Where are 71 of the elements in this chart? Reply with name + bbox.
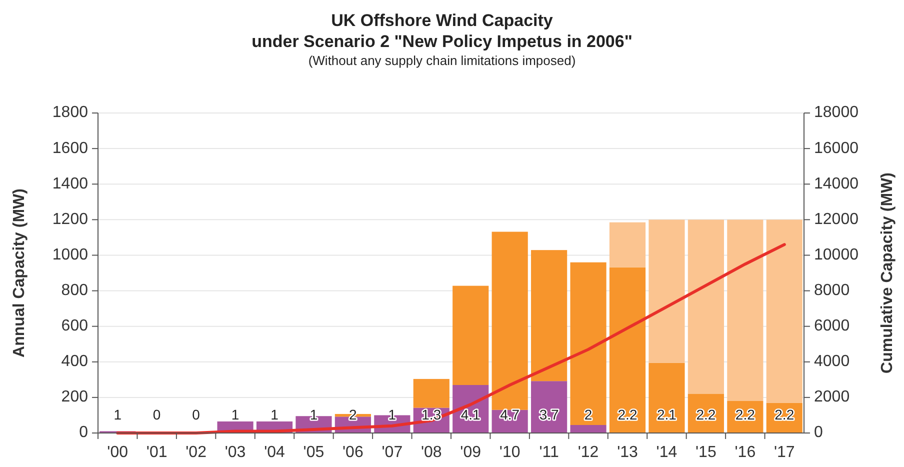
- x-tick-label: '16: [734, 444, 756, 461]
- x-tick-label: '09: [460, 444, 482, 461]
- x-tick-label: '11: [539, 444, 559, 461]
- bar: [413, 378, 450, 408]
- y-tick-label: 200: [61, 388, 88, 406]
- annotation: 0: [192, 406, 200, 423]
- chart-subtitle: (Without any supply chain limitations imposed): [308, 53, 576, 68]
- x-tick-label: '03: [224, 444, 246, 461]
- bar: [609, 222, 646, 268]
- y2-tick-label: 10000: [814, 246, 859, 264]
- bar: [609, 267, 646, 433]
- y-tick-label: 0: [79, 424, 88, 442]
- x-tick-label: '00: [107, 444, 128, 461]
- annotation: 1: [231, 406, 240, 423]
- annotation: 4.7: [500, 406, 520, 423]
- x-tick-label: '01: [146, 444, 168, 461]
- bar: [648, 362, 685, 433]
- bar: [531, 250, 568, 382]
- y-tick-label: 400: [61, 353, 88, 370]
- x-tick-label: '10: [499, 444, 520, 461]
- x-tick-label: '08: [420, 444, 442, 461]
- x-tick-label: '15: [696, 444, 716, 461]
- y2-tick-label: 16000: [814, 140, 859, 157]
- x-tick-label: '05: [303, 444, 324, 461]
- y2-tick-label: 14000: [814, 175, 859, 192]
- y-tick-label: 800: [61, 282, 88, 300]
- y2-tick-label: 18000: [814, 104, 859, 122]
- y-tick-label: 1000: [52, 246, 88, 264]
- annotation: 2.2: [735, 406, 756, 423]
- bar: [688, 220, 724, 394]
- annotation: 2: [584, 406, 592, 423]
- x-tick-label: '04: [264, 444, 286, 461]
- x-tick-label: '07: [382, 444, 403, 461]
- annotation: 2: [349, 406, 358, 423]
- y-tick-label: 600: [61, 318, 88, 335]
- annotation: 3.7: [539, 406, 559, 423]
- x-tick-label: '14: [656, 444, 678, 461]
- y2-tick-label: 2000: [814, 388, 850, 406]
- annotation: 2.2: [696, 406, 716, 423]
- annotation: 1: [114, 406, 122, 423]
- bar: [570, 262, 606, 425]
- x-tick-label: '17: [774, 444, 795, 461]
- annotation: 2.2: [618, 406, 638, 423]
- bar: [452, 286, 489, 385]
- annotation: 1.3: [422, 406, 442, 423]
- y-tick-label: 1400: [52, 175, 88, 192]
- bar: [648, 220, 685, 363]
- y2-tick-label: 12000: [814, 210, 859, 228]
- x-tick-label: '13: [617, 444, 638, 461]
- y2-tick-label: 0: [814, 424, 823, 442]
- y2-axis-title: Cumulative Capacity (MW): [879, 172, 896, 374]
- y2-tick-label: 8000: [814, 282, 850, 300]
- bar: [492, 232, 528, 410]
- x-tick-label: '12: [578, 444, 599, 461]
- annotation: 0: [152, 406, 161, 423]
- chart-title: UK Offshore Wind Capacity under Scenario 2 "New Policy Impetus in 2006": [252, 11, 632, 51]
- bar: [570, 425, 606, 433]
- y-tick-label: 1600: [52, 140, 88, 157]
- y-tick-label: 1200: [52, 210, 88, 228]
- annotation: 4.1: [460, 406, 481, 423]
- bar: [766, 220, 802, 403]
- x-tick-label: '06: [342, 444, 364, 461]
- x-tick-label: '02: [186, 444, 207, 461]
- annotation: 2.1: [656, 406, 677, 423]
- y2-tick-label: 4000: [814, 353, 850, 370]
- annotation: 1: [270, 406, 279, 423]
- y2-tick-label: 6000: [814, 318, 850, 335]
- y-tick-label: 1800: [52, 104, 88, 122]
- annotation: 2.2: [774, 406, 794, 423]
- y-axis-title: Annual Capacity (MW): [11, 188, 28, 358]
- bar: [727, 220, 764, 401]
